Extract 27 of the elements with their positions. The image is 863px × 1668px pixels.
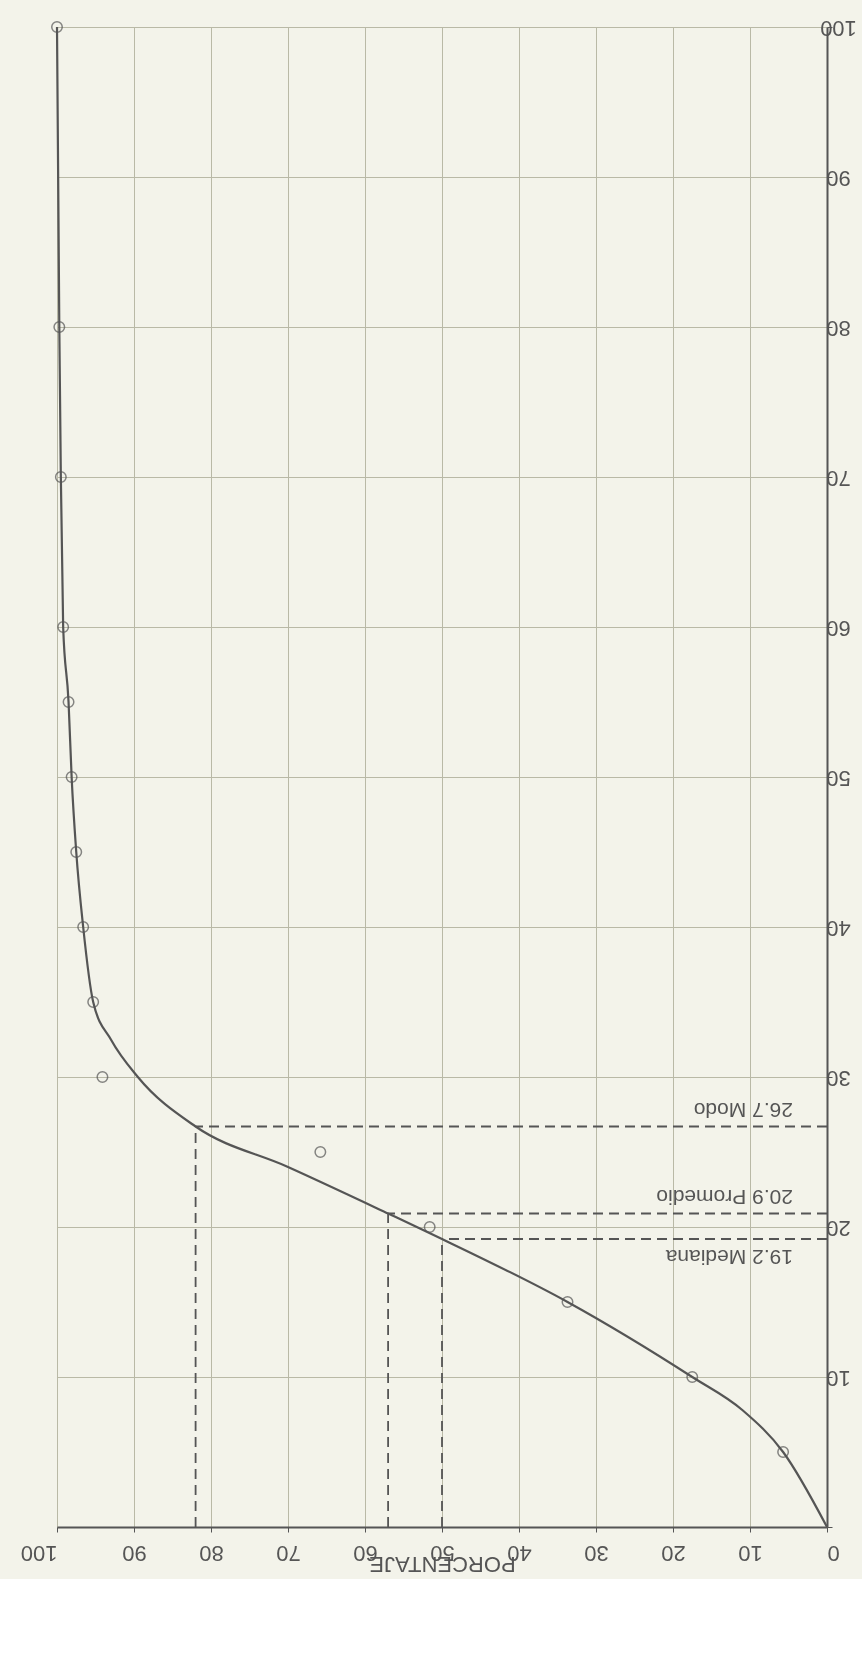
- point: [314, 1146, 327, 1158]
- point: [54, 471, 67, 483]
- point: [96, 1071, 109, 1083]
- x-tick-label: 80: [199, 1540, 224, 1566]
- point: [686, 1371, 699, 1383]
- point: [87, 996, 100, 1008]
- x-tick-label: 100: [20, 1540, 58, 1566]
- point: [423, 1221, 436, 1233]
- x-tick-label: 90: [122, 1540, 147, 1566]
- point: [57, 621, 70, 633]
- point: [561, 1296, 574, 1308]
- x-tick-label: 20: [661, 1540, 686, 1566]
- x-tick-label: 30: [584, 1540, 609, 1566]
- ref-line-label: 20.9 Promedio: [656, 1185, 793, 1209]
- ref-line-label: 26.7 Modo: [693, 1098, 793, 1122]
- x-tick-label: 70: [276, 1540, 301, 1566]
- x-tick-label: 10: [738, 1540, 763, 1566]
- y-tick-label: 100: [820, 15, 857, 41]
- point: [77, 921, 90, 933]
- point: [70, 846, 83, 858]
- point: [777, 1446, 790, 1458]
- point: [51, 21, 63, 33]
- x-tick-label: 0: [827, 1540, 840, 1566]
- point: [62, 696, 75, 708]
- point: [53, 321, 66, 333]
- ref-line-label: 19.2 Mediana: [665, 1246, 793, 1269]
- point: [65, 771, 78, 783]
